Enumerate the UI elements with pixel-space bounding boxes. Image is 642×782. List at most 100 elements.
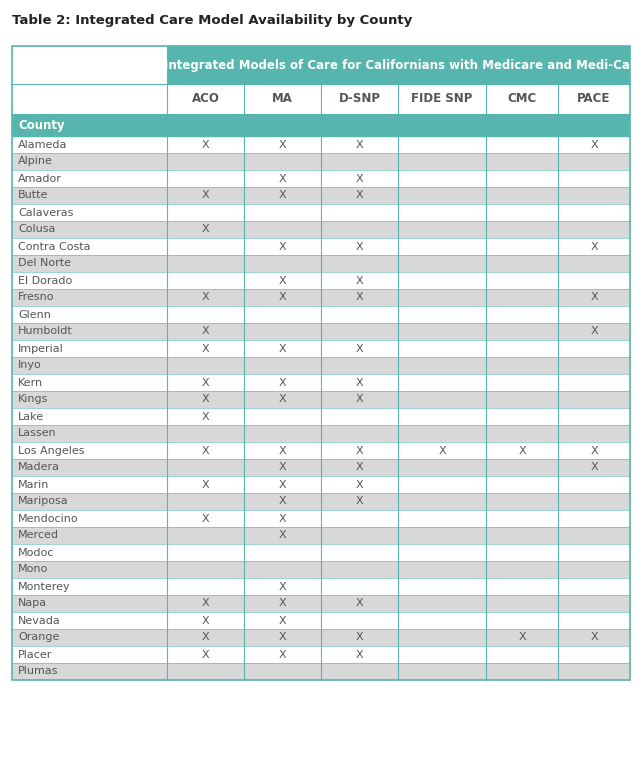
Text: X: X: [279, 615, 286, 626]
Text: Glenn: Glenn: [18, 310, 51, 320]
Bar: [12, 323, 630, 340]
Text: ACO: ACO: [191, 92, 220, 106]
Bar: [12, 153, 630, 170]
Bar: [12, 340, 630, 357]
Bar: [12, 357, 630, 374]
Text: X: X: [279, 174, 286, 184]
Text: Placer: Placer: [18, 650, 53, 659]
Bar: [12, 629, 630, 646]
Bar: [12, 114, 630, 136]
Text: X: X: [202, 139, 209, 149]
Text: X: X: [279, 242, 286, 252]
Text: X: X: [202, 615, 209, 626]
Text: FIDE SNP: FIDE SNP: [412, 92, 473, 106]
Text: Modoc: Modoc: [18, 547, 55, 558]
Text: X: X: [202, 514, 209, 523]
Text: X: X: [279, 378, 286, 388]
Bar: [12, 221, 630, 238]
Bar: [12, 374, 630, 391]
Text: X: X: [356, 650, 363, 659]
Bar: [12, 170, 630, 187]
Text: X: X: [356, 497, 363, 507]
Text: X: X: [279, 479, 286, 490]
Text: X: X: [279, 650, 286, 659]
Text: X: X: [279, 394, 286, 404]
Bar: [12, 442, 630, 459]
Text: X: X: [356, 479, 363, 490]
Text: X: X: [356, 275, 363, 285]
Bar: [12, 663, 630, 680]
Text: Humboldt: Humboldt: [18, 327, 73, 336]
Text: Mariposa: Mariposa: [18, 497, 69, 507]
Text: X: X: [202, 411, 209, 421]
Text: X: X: [279, 598, 286, 608]
Text: X: X: [202, 224, 209, 235]
Bar: [12, 646, 630, 663]
Text: X: X: [590, 327, 598, 336]
Text: Alameda: Alameda: [18, 139, 67, 149]
Bar: [12, 255, 630, 272]
Bar: [12, 459, 630, 476]
Text: X: X: [279, 343, 286, 353]
Text: X: X: [356, 446, 363, 455]
Text: X: X: [202, 394, 209, 404]
Bar: [12, 476, 630, 493]
Bar: [12, 272, 630, 289]
Text: X: X: [356, 191, 363, 200]
Text: X: X: [356, 633, 363, 643]
Text: X: X: [279, 582, 286, 591]
Text: X: X: [518, 446, 526, 455]
Text: Integrated Models of Care for Californians with Medicare and Medi-Cal: Integrated Models of Care for California…: [164, 59, 634, 71]
Text: Napa: Napa: [18, 598, 47, 608]
Bar: [12, 306, 630, 323]
Text: X: X: [279, 139, 286, 149]
Bar: [12, 187, 630, 204]
Text: X: X: [279, 514, 286, 523]
Text: X: X: [590, 462, 598, 472]
Text: Mendocino: Mendocino: [18, 514, 78, 523]
Text: X: X: [590, 446, 598, 455]
Bar: [12, 425, 630, 442]
Text: X: X: [279, 292, 286, 303]
Text: Madera: Madera: [18, 462, 60, 472]
Text: X: X: [590, 633, 598, 643]
Text: X: X: [202, 598, 209, 608]
Text: X: X: [202, 191, 209, 200]
Text: El Dorado: El Dorado: [18, 275, 73, 285]
Bar: [12, 391, 630, 408]
Bar: [12, 578, 630, 595]
Text: X: X: [279, 191, 286, 200]
Text: X: X: [356, 462, 363, 472]
Text: CMC: CMC: [507, 92, 537, 106]
Text: D-SNP: D-SNP: [338, 92, 381, 106]
Bar: [12, 510, 630, 527]
Text: X: X: [518, 633, 526, 643]
Text: MA: MA: [272, 92, 293, 106]
Text: X: X: [356, 292, 363, 303]
Bar: [12, 493, 630, 510]
Bar: [167, 46, 630, 84]
Text: Contra Costa: Contra Costa: [18, 242, 91, 252]
Text: X: X: [202, 378, 209, 388]
Bar: [12, 204, 630, 221]
Text: Del Norte: Del Norte: [18, 259, 71, 268]
Text: X: X: [356, 343, 363, 353]
Bar: [12, 84, 630, 114]
Text: Butte: Butte: [18, 191, 48, 200]
Text: PACE: PACE: [577, 92, 611, 106]
Text: Amador: Amador: [18, 174, 62, 184]
Text: Colusa: Colusa: [18, 224, 55, 235]
Text: Kern: Kern: [18, 378, 43, 388]
Bar: [12, 544, 630, 561]
Text: X: X: [356, 242, 363, 252]
Bar: [12, 408, 630, 425]
Text: X: X: [590, 139, 598, 149]
Bar: [12, 612, 630, 629]
Text: X: X: [279, 633, 286, 643]
Text: X: X: [202, 327, 209, 336]
Bar: [12, 289, 630, 306]
Text: X: X: [438, 446, 446, 455]
Text: X: X: [279, 530, 286, 540]
Text: Merced: Merced: [18, 530, 59, 540]
Bar: [12, 46, 630, 680]
